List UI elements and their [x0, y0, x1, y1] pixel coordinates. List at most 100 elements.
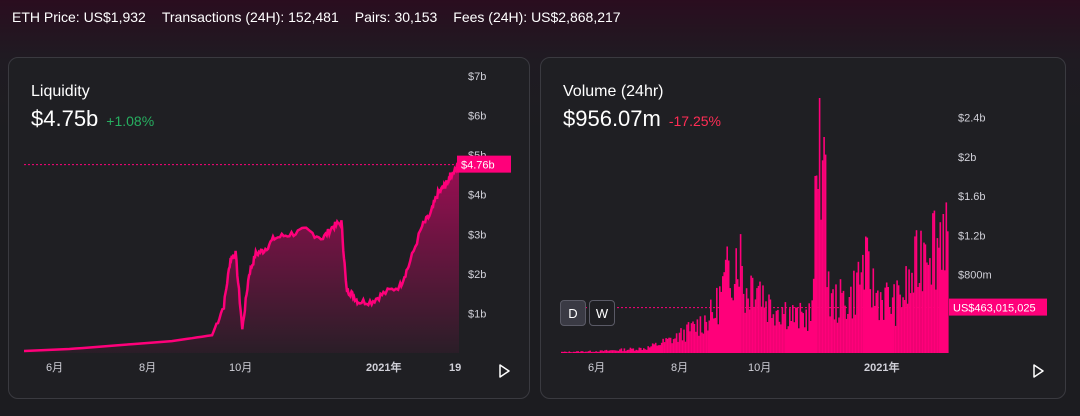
volume-bar	[675, 333, 678, 353]
y-tick-label: $2.4b	[958, 113, 986, 125]
current-value-tag: US$463,015,025	[949, 298, 1047, 316]
pairs-stat: Pairs: 30,153	[354, 9, 438, 25]
volume-bar	[604, 350, 606, 353]
volume-bar	[699, 316, 702, 353]
volume-bar	[607, 350, 609, 353]
volume-bar	[781, 307, 784, 353]
volume-bar	[787, 326, 790, 353]
volume-bar	[689, 331, 691, 353]
volume-bar	[800, 311, 803, 353]
volume-bar	[619, 349, 621, 353]
volume-bar	[648, 347, 651, 353]
volume-bar	[726, 246, 728, 353]
volume-bar	[856, 272, 858, 353]
volume-bar	[869, 289, 872, 353]
volume-bar	[744, 312, 746, 353]
volume-bar	[896, 280, 898, 353]
volume-bar	[918, 283, 921, 353]
volume-bar	[793, 322, 796, 353]
volume-bar	[942, 214, 945, 353]
volume-bar	[611, 350, 614, 353]
x-tick-label: 8月	[139, 362, 156, 374]
volume-bar	[738, 286, 740, 353]
volume-bar	[562, 351, 565, 353]
volume-bar	[724, 259, 727, 353]
volume-bar	[929, 258, 931, 353]
y-tick-label: $2b	[468, 269, 486, 281]
volume-bar	[821, 160, 824, 353]
volume-bar	[851, 318, 854, 353]
volume-bar	[754, 299, 757, 353]
volume-bar	[635, 349, 638, 353]
volume-bar	[657, 345, 660, 353]
volume-bar	[701, 332, 703, 353]
volume-bar	[747, 298, 749, 353]
volume-bar	[774, 325, 776, 353]
volume-bar	[713, 318, 715, 353]
week-button[interactable]: W	[589, 300, 615, 326]
volume-bar	[569, 352, 572, 353]
x-tick-label: 10月	[748, 362, 771, 374]
volume-bar	[899, 294, 901, 353]
play-icon[interactable]	[1030, 363, 1046, 379]
volume-bar	[571, 352, 573, 353]
volume-bar	[623, 348, 626, 353]
volume-bar	[695, 331, 697, 353]
volume-bar	[853, 270, 855, 353]
liquidity-line	[23, 162, 461, 353]
volume-bar	[628, 349, 630, 353]
volume-bar	[811, 300, 813, 353]
x-tick-label: 6月	[46, 362, 63, 374]
volume-bar	[780, 324, 782, 353]
volume-panel: $800m $1.2b $1.6b $2b $2.4b US$463,015,025 6…	[540, 57, 1066, 399]
day-button[interactable]: D	[560, 300, 586, 326]
volume-bar	[897, 285, 900, 353]
x-tick-label: 8月	[671, 362, 688, 374]
x-tick-label: 19	[449, 362, 461, 374]
volume-bar	[900, 307, 903, 353]
volume-bar	[829, 316, 831, 353]
volume-bar	[736, 279, 739, 353]
volume-bar	[578, 352, 581, 353]
volume-bar	[924, 244, 927, 353]
volume-bar	[763, 307, 766, 353]
volume-bar	[938, 247, 940, 353]
volume-bar	[723, 272, 725, 353]
volume-bar	[705, 321, 708, 353]
volume-bar	[678, 332, 681, 353]
y-tick-label: $1.6b	[958, 191, 986, 203]
volume-bar	[693, 324, 696, 353]
volume-chart: $800m $1.2b $1.6b $2b $2.4b US$463,015,025 6…	[561, 98, 1047, 374]
volume-bar	[923, 242, 925, 353]
volume-bar	[915, 230, 918, 353]
volume-bar	[894, 325, 897, 353]
volume-bar	[882, 319, 885, 353]
liquidity-chart: $1b$2b$3b$4b$5b$6b$7b $4.76b 6月 8月 10月 2…	[23, 71, 511, 374]
volume-bar	[850, 286, 852, 353]
liquidity-panel: $1b$2b$3b$4b$5b$6b$7b $4.76b 6月 8月 10月 2…	[8, 57, 530, 399]
volume-bar	[625, 350, 627, 353]
volume-bar	[879, 292, 882, 353]
volume-bar	[617, 350, 620, 353]
volume-bar	[581, 351, 584, 353]
volume-bar	[890, 313, 892, 353]
volume-bar	[593, 351, 596, 353]
volume-bar	[802, 313, 804, 353]
volume-bar	[583, 352, 585, 353]
play-icon[interactable]	[496, 363, 512, 379]
volume-bar	[666, 338, 669, 353]
volume-bar	[917, 287, 919, 353]
volume-bar	[941, 269, 943, 353]
volume-bar	[745, 288, 748, 353]
volume-bar	[936, 238, 939, 353]
x-tick-label: 2021年	[864, 360, 899, 374]
volume-bar	[795, 307, 797, 353]
volume-bar	[818, 98, 821, 353]
volume-bar	[568, 351, 571, 353]
volume-bar	[660, 342, 663, 353]
volume-bar	[903, 300, 906, 353]
volume-bar	[690, 323, 693, 353]
volume-bar	[803, 327, 806, 353]
x-tick-label: 2021年	[366, 360, 401, 374]
volume-bar	[741, 266, 743, 353]
